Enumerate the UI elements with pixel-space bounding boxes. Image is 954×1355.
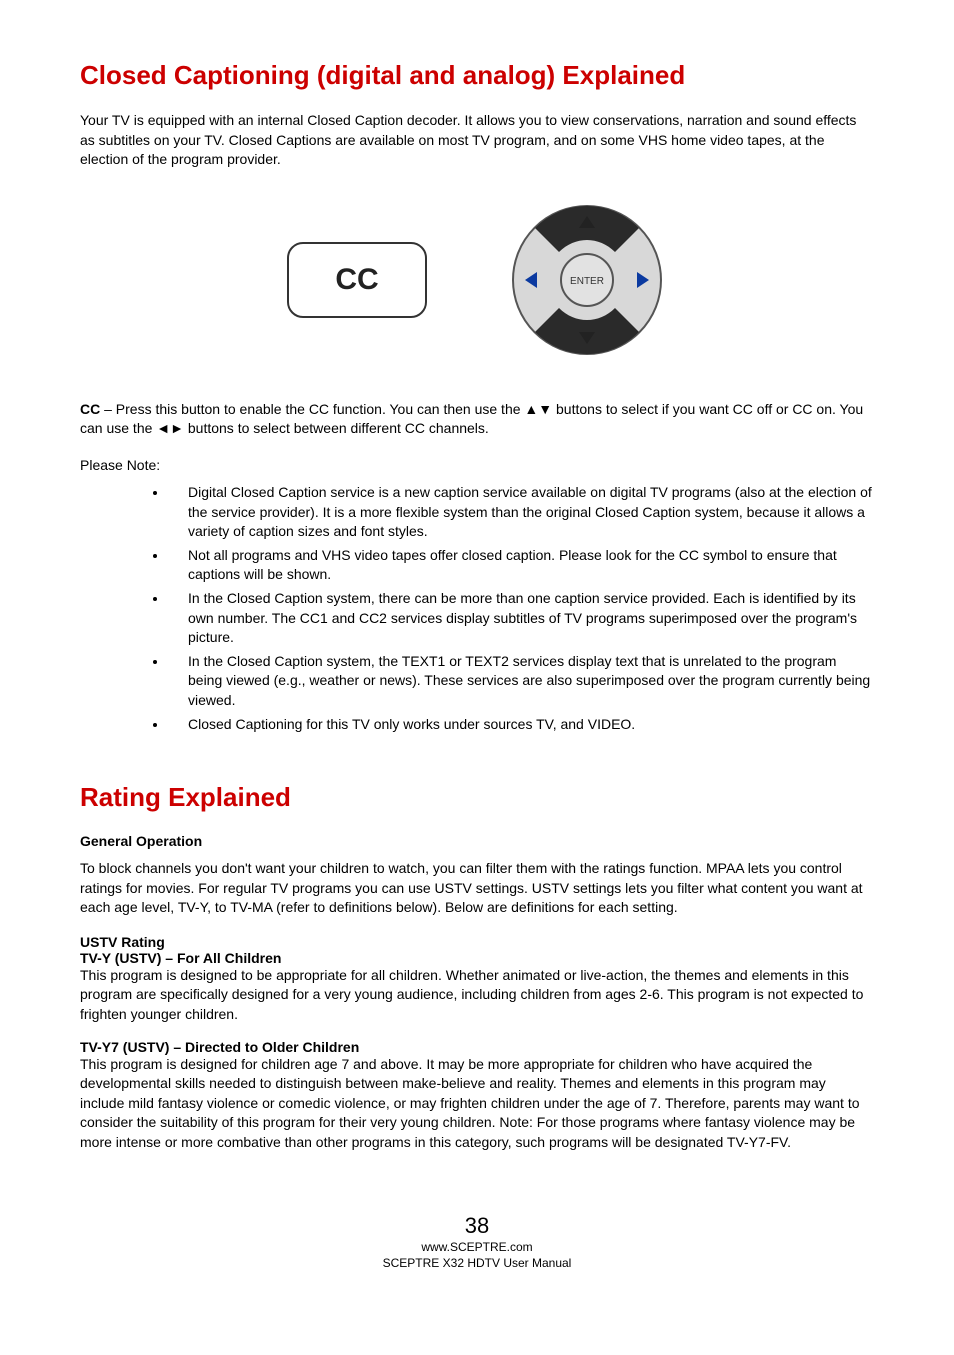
cc-instruction-text: – Press this button to enable the CC fun… xyxy=(80,401,863,437)
list-item: In the Closed Caption system, there can … xyxy=(168,589,874,648)
general-operation-body: To block channels you don't want your ch… xyxy=(80,859,874,918)
enter-label: ENTER xyxy=(570,276,604,287)
cc-button-illustration: CC xyxy=(287,242,427,318)
intro-paragraph: Your TV is equipped with an internal Clo… xyxy=(80,111,874,170)
cc-instruction-line: CC – Press this button to enable the CC … xyxy=(80,400,874,439)
page-number: 38 xyxy=(80,1213,874,1239)
footer-manual-title: SCEPTRE X32 HDTV User Manual xyxy=(80,1255,874,1272)
dpad-illustration: ENTER xyxy=(507,200,667,360)
dpad-icon: ENTER xyxy=(507,200,667,360)
footer-url: www.SCEPTRE.com xyxy=(80,1239,874,1256)
notes-bullet-list: Digital Closed Caption service is a new … xyxy=(150,483,874,734)
list-item: Digital Closed Caption service is a new … xyxy=(168,483,874,542)
tvy7-body: This program is designed for children ag… xyxy=(80,1055,874,1153)
tvy-label: TV-Y (USTV) – For All Children xyxy=(80,950,874,966)
heading-closed-captioning: Closed Captioning (digital and analog) E… xyxy=(80,60,874,91)
ustv-rating-label: USTV Rating xyxy=(80,934,874,950)
list-item: Closed Captioning for this TV only works… xyxy=(168,715,874,735)
list-item: In the Closed Caption system, the TEXT1 … xyxy=(168,652,874,711)
general-operation-label: General Operation xyxy=(80,833,874,849)
cc-bold-prefix: CC xyxy=(80,401,100,417)
please-note-label: Please Note: xyxy=(80,457,874,473)
list-item: Not all programs and VHS video tapes off… xyxy=(168,546,874,585)
page-footer: 38 www.SCEPTRE.com SCEPTRE X32 HDTV User… xyxy=(80,1213,874,1273)
cc-button-label: CC xyxy=(335,263,378,297)
button-illustration-row: CC ENTER xyxy=(80,200,874,360)
tvy-body: This program is designed to be appropria… xyxy=(80,966,874,1025)
heading-rating-explained: Rating Explained xyxy=(80,782,874,813)
tvy7-label: TV-Y7 (USTV) – Directed to Older Childre… xyxy=(80,1039,874,1055)
